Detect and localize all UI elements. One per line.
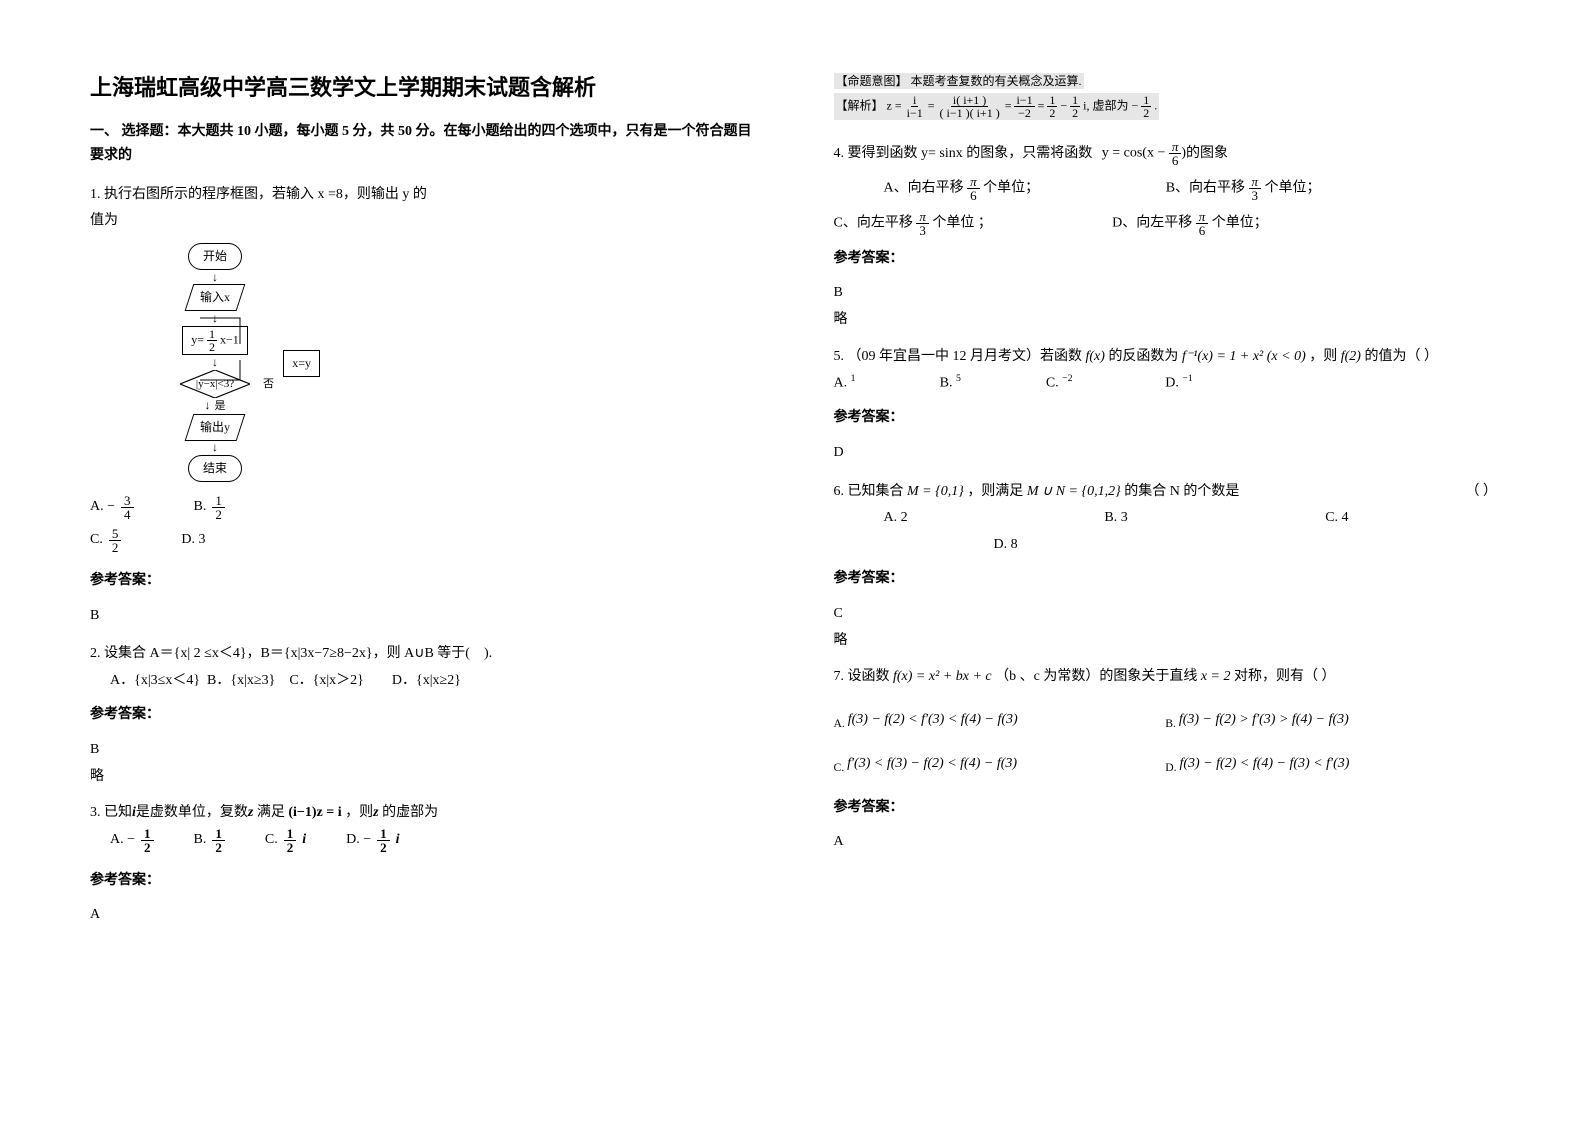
q2-note: 略 [90,764,754,791]
question-7: 7. 设函数 f(x) = x² + bx + c （b 、c 为常数）的图象关… [834,664,1498,856]
q3-expr: (i−1)z = i [288,805,341,820]
q5-text: 5. （09 年宜昌一中 12 月月考文）若函数 f(x) 的反函数为 f⁻¹(… [834,344,1498,371]
q3-option-C: C. 12i [265,827,306,854]
q4-option-C: C、向左平移 π3 个单位 ； [834,210,1113,237]
q6-answer: C [834,601,1498,628]
arrow-icon: ↓ [100,442,330,453]
question-6: 6. 已知集合 M = {0,1} ，则满足 M ∪ N = {0,1,2} 的… [834,479,1498,655]
flow-start: 开始 [188,243,242,270]
q6-option-A: A. 2 [884,505,1105,532]
q2-options: A．{x|3≤x＜4} B．{x|x≥3} C．{x|x＞2} D．{x|x≥2… [90,668,754,695]
q7-fx: f(x) = x² + bx + c [893,669,992,684]
question-2: 2. 设集合 A＝{x| 2 ≤x＜4}，B＝{x|3x−7≥8−2x}，则 A… [90,641,754,790]
q5-option-A: A. 1 [834,370,940,397]
answer-label: 参考答案： [834,566,1498,593]
q6-M: M = {0,1} [907,484,964,499]
q5-options: A. 1 B. 5 C. −2 D. −1 [834,370,1498,397]
flow-yes-label: 是 [215,400,226,412]
q4-note: 略 [834,307,1498,334]
q7-row1: A. f(3) − f(2) < f′(3) < f(4) − f(3) B. … [834,707,1498,735]
q7-x2: x = 2 [1201,669,1231,684]
q7-option-B: B. f(3) − f(2) > f′(3) > f(4) − f(3) [1165,707,1349,735]
q5-option-B: B. 5 [940,370,1046,397]
q6-option-B: B. 3 [1104,505,1325,532]
q7-text: 7. 设函数 f(x) = x² + bx + c （b 、c 为常数）的图象关… [834,664,1498,691]
flow-input: 输入x [185,284,246,311]
q4-text: 4. 要得到函数 y= sinx 的图象，只需将函数 y = cos(x − π… [834,140,1498,167]
q1-option-C: C. 52 [90,527,121,554]
q7-row2: C. f′(3) < f(3) − f(2) < f(4) − f(3) D. … [834,751,1498,779]
q6-MUN: M ∪ N = {0,1,2} [1027,484,1121,499]
answer-label: 参考答案： [90,568,754,595]
explanation-block: 【命题意图】 本题考查复数的有关概念及运算. 【解析】 z = ii−1 = i… [834,70,1498,120]
q3-option-A: A. − 12 [110,827,154,854]
q6-option-C: C. 4 [1325,505,1348,532]
note-solution: 【解析】 z = ii−1 = i( i+1 )( i−1 )( i+1 ) =… [834,93,1160,120]
q6-text: 6. 已知集合 M = {0,1} ，则满足 M ∪ N = {0,1,2} 的… [834,479,1498,506]
q4-option-A: A、向右平移 π6 个单位； [884,175,1166,202]
q2-option-D: D．{x|x≥2} [392,673,461,688]
question-4: 4. 要得到函数 y= sinx 的图象，只需将函数 y = cos(x − π… [834,140,1498,334]
q5-option-C: C. −2 [1046,370,1165,397]
q4-answer: B [834,280,1498,307]
answer-label: 参考答案： [90,868,754,895]
flow-output: 输出y [185,414,246,441]
q6-option-D: D. 8 [834,532,1498,559]
q3-answer: A [90,902,754,929]
q6-options: A. 2 B. 3 C. 4 [834,505,1498,532]
answer-label: 参考答案： [90,702,754,729]
left-column: 上海瑞虹高级中学高三数学文上学期期末试题含解析 一、 选择题：本大题共 10 小… [90,70,754,941]
q7-option-C: C. f′(3) < f(3) − f(2) < f(4) − f(3) [834,751,1166,779]
answer-label: 参考答案： [834,405,1498,432]
loop-arrow [200,314,310,384]
question-5: 5. （09 年宜昌一中 12 月月考文）若函数 f(x) 的反函数为 f⁻¹(… [834,344,1498,467]
q3-option-D: D. − 12i [346,827,399,854]
page-title: 上海瑞虹高级中学高三数学文上学期期末试题含解析 [90,70,754,102]
note-title: 【命题意图】 本题考查复数的有关概念及运算. [834,73,1084,89]
q1-answer: B [90,603,754,630]
section-heading: 一、 选择题：本大题共 10 小题，每小题 5 分，共 50 分。在每小题给出的… [90,120,754,168]
answer-label: 参考答案： [834,246,1498,273]
q5-finv: f⁻¹(x) = 1 + x² (x < 0) [1182,349,1306,364]
q5-answer: D [834,440,1498,467]
q1-options: A. − 34 B. 12 [90,494,754,527]
q1-option-A: A. − 34 [90,494,134,521]
q1-option-B: B. 12 [194,494,225,521]
q5-fx: f(x) [1086,349,1105,364]
q7-option-D: D. f(3) − f(2) < f(4) − f(3) < f′(3) [1165,751,1349,779]
right-column: 【命题意图】 本题考查复数的有关概念及运算. 【解析】 z = ii−1 = i… [834,70,1498,941]
question-3: 3. 已知i是虚数单位，复数z 满足 (i−1)z = i ，则z 的虚部为 A… [90,800,754,929]
flow-end: 结束 [188,455,242,482]
q7-option-A: A. f(3) − f(2) < f′(3) < f(4) − f(3) [834,707,1166,735]
q2-option-A: A．{x|3≤x＜4} [110,673,200,688]
question-1: 1. 执行右图所示的程序框图，若输入 x =8，则输出 y 的 值为 开始 ↓ … [90,182,754,630]
q4-option-D: D、向左平移 π6 个单位； [1112,210,1268,237]
q1-text-line2: 值为 [90,208,754,235]
q3-options: A. − 12 B. 12 C. 12i D. − 12i [90,827,754,860]
q2-option-C: C．{x|x＞2} [289,673,364,688]
q4-option-B: B、向右平移 π3 个单位； [1166,175,1321,202]
q6-paren: （ ） [1466,479,1498,506]
q3-option-B: B. 12 [194,827,225,854]
q2-text: 2. 设集合 A＝{x| 2 ≤x＜4}，B＝{x|3x−7≥8−2x}，则 A… [90,641,754,668]
arrow-icon: ↓是 [100,400,330,412]
q1-option-D: D. 3 [181,527,205,554]
q1-options-row2: C. 52 D. 3 [90,527,754,560]
flowchart: 开始 ↓ 输入x ↓ y= 12 x−1 ↓ |y−x|<3? 否 [100,243,330,482]
answer-label: 参考答案： [834,795,1498,822]
q4-expr: y = cos(x − π6) [1102,140,1186,167]
page: 上海瑞虹高级中学高三数学文上学期期末试题含解析 一、 选择题：本大题共 10 小… [90,70,1497,941]
q5-f2: f(2) [1341,349,1361,364]
q5-option-D: D. −1 [1165,370,1193,397]
q1-text-line1: 1. 执行右图所示的程序框图，若输入 x =8，则输出 y 的 [90,182,754,209]
q4-row1: A、向右平移 π6 个单位； B、向右平移 π3 个单位； [834,175,1498,202]
arrow-icon: ↓ [100,272,330,283]
q7-answer: A [834,829,1498,856]
q4-row2: C、向左平移 π3 个单位 ； D、向左平移 π6 个单位； [834,210,1498,237]
q6-note: 略 [834,628,1498,655]
q2-option-B: B．{x|x≥3} [207,673,275,688]
q3-text: 3. 已知i是虚数单位，复数z 满足 (i−1)z = i ，则z 的虚部为 [90,800,754,827]
q2-answer: B [90,737,754,764]
